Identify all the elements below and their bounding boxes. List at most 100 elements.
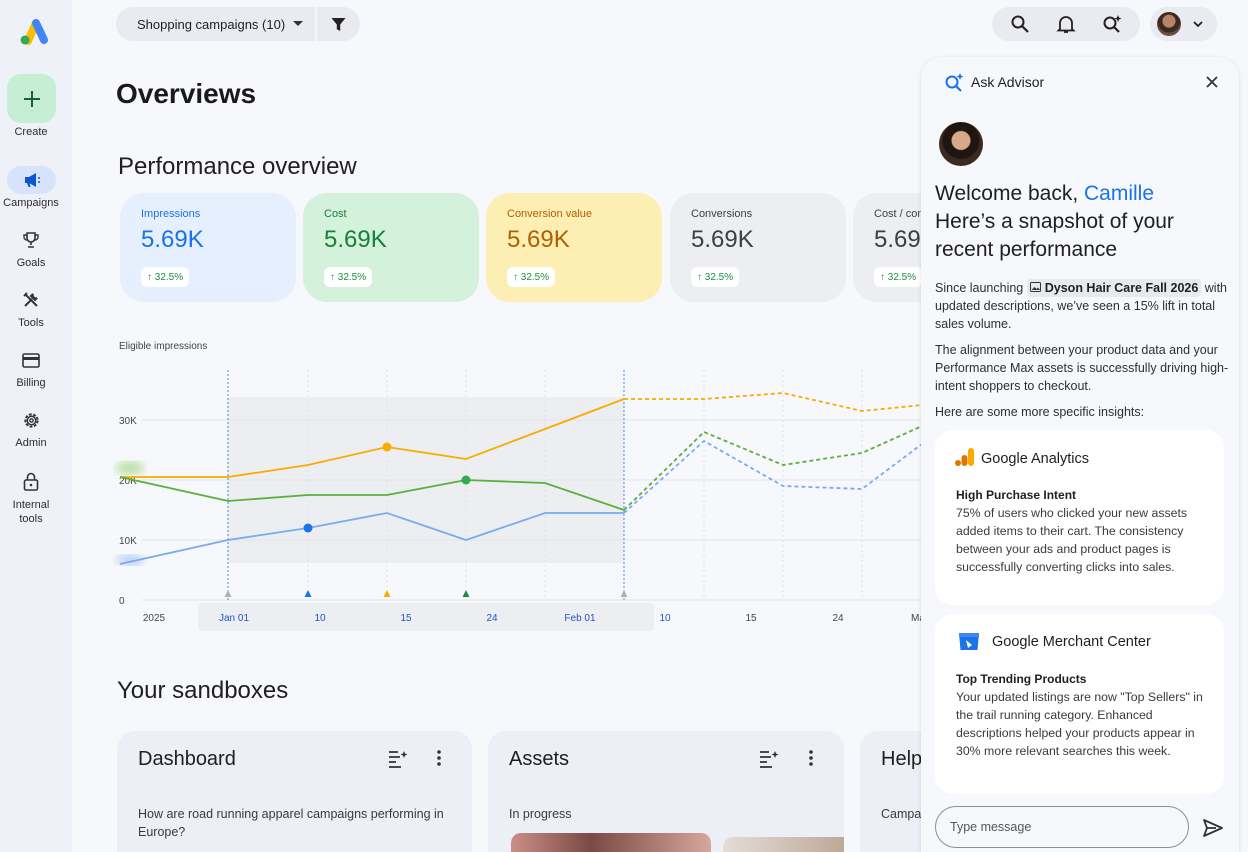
- x-tick-label: 10: [314, 613, 326, 624]
- google-analytics-logo-icon: [955, 448, 974, 466]
- sidebar-item-internal-tools[interactable]: Internal: [12, 499, 50, 511]
- advisor-title: Ask Advisor: [971, 74, 1045, 90]
- ai-search-icon[interactable]: [1102, 14, 1122, 34]
- metric-label: Conversions: [691, 208, 753, 220]
- x-tick-label: 24: [486, 613, 498, 624]
- metric-value: 5.69K: [324, 226, 387, 253]
- left-nav: Create Campaigns Goals Tools Billing: [0, 0, 72, 852]
- sidebar-item-admin[interactable]: Admin: [15, 437, 47, 449]
- page-title: Overviews: [116, 78, 257, 109]
- create-button[interactable]: [7, 74, 56, 123]
- more-vert-icon[interactable]: [809, 750, 813, 766]
- series-glow: [116, 462, 144, 474]
- metric-card-impressions[interactable]: Impressions 5.69K ↑ 32.5%: [120, 193, 296, 302]
- impressions-line-chart[interactable]: 30K 20K 10K 0 2025 Jan 01 10 15 24 Feb 01 10 15 24 Ma: [72, 355, 922, 635]
- series-line-projected: [623, 439, 922, 514]
- account-menu-button[interactable]: [1150, 7, 1217, 41]
- more-vert-icon[interactable]: [437, 750, 441, 766]
- sandbox-card-title: Assets: [509, 748, 570, 770]
- goals-nav-button[interactable]: [16, 228, 46, 252]
- admin-nav-button[interactable]: [16, 408, 46, 432]
- sidebar-item-billing[interactable]: Billing: [16, 377, 46, 389]
- advisor-paragraph-2: The alignment between your product data …: [935, 343, 1229, 393]
- sidebar-item-internal-tools-line2[interactable]: tools: [19, 513, 43, 525]
- billing-nav-button[interactable]: [16, 348, 46, 372]
- x-tick-label: 10: [659, 613, 671, 624]
- sidebar-item-campaigns[interactable]: Campaigns: [3, 197, 59, 209]
- lock-icon: [23, 472, 39, 491]
- y-tick-label: 20K: [119, 476, 137, 487]
- asset-thumbnail[interactable]: [723, 837, 844, 852]
- sandbox-card-dashboard[interactable]: Dashboard How are road running apparel c…: [117, 731, 472, 852]
- user-name: Camille: [1084, 182, 1155, 205]
- send-icon[interactable]: [1202, 817, 1224, 839]
- metric-value: 5.69: [874, 226, 921, 253]
- sidebar-item-tools[interactable]: Tools: [18, 317, 44, 329]
- campaign-name: Dyson Hair Care Fall 2026: [1044, 281, 1199, 295]
- metric-card-conversion-value[interactable]: Conversion value 5.69K ↑ 32.5%: [486, 193, 662, 302]
- metric-label: Conversion value: [507, 208, 592, 220]
- metric-delta-badge: ↑ 32.5%: [691, 267, 740, 287]
- campaign-filter-dropdown[interactable]: Shopping campaigns (10): [116, 7, 315, 41]
- series-line-solid: [119, 476, 625, 511]
- insight-body: Your updated listings are now "Top Selle…: [956, 690, 1203, 758]
- sidebar-item-goals[interactable]: Goals: [16, 257, 46, 269]
- event-marker: [620, 590, 628, 597]
- campaign-chip[interactable]: Dyson Hair Care Fall 2026: [1026, 279, 1202, 297]
- asset-thumbnail[interactable]: [511, 833, 711, 852]
- performance-overview-title: Performance overview: [118, 153, 357, 180]
- y-tick-label: 0: [119, 596, 125, 607]
- close-icon[interactable]: [1204, 74, 1220, 90]
- advisor-paragraph-1: Since launching Dyson Hair Care Fall 202…: [935, 279, 1231, 333]
- ai-notes-icon[interactable]: [388, 750, 408, 768]
- welcome-prefix: Welcome back,: [935, 182, 1079, 205]
- ai-notes-icon[interactable]: [759, 750, 779, 768]
- insight-heading: High Purchase Intent: [956, 488, 1077, 502]
- gear-icon: [23, 412, 39, 428]
- tools-icon: [23, 292, 38, 307]
- x-tick-label: 15: [745, 613, 757, 624]
- x-tick-label: Ma: [911, 613, 922, 624]
- insight-source: Google Merchant Center: [992, 634, 1151, 650]
- insight-card-google-analytics[interactable]: Google Analytics High Purchase Intent 75…: [935, 430, 1224, 605]
- data-point-highlight: [461, 475, 471, 485]
- filter-button[interactable]: [317, 7, 360, 41]
- metric-card-conversions[interactable]: Conversions 5.69K ↑ 32.5%: [670, 193, 846, 302]
- welcome-line2: Here’s a snapshot of your recent perform…: [935, 210, 1174, 261]
- plus-icon: [23, 90, 40, 107]
- sandbox-card-assets[interactable]: Assets In progress: [488, 731, 844, 852]
- metric-card-cost[interactable]: Cost 5.69K ↑ 32.5%: [303, 193, 479, 302]
- advisor-welcome-heading: Welcome back, Camille Here’s a snapshot …: [935, 180, 1235, 264]
- avatar: [1157, 12, 1181, 36]
- insight-body: 75% of users who clicked your new assets…: [956, 506, 1188, 574]
- google-ads-logo[interactable]: [18, 16, 50, 46]
- sandbox-card-title: Dashboard: [138, 748, 236, 770]
- advisor-sparkle-icon: [945, 73, 964, 92]
- bell-icon[interactable]: [1056, 14, 1076, 34]
- x-tick-label: 2025: [143, 613, 166, 624]
- data-point-highlight: [303, 523, 313, 533]
- x-tick-label: Jan 01: [219, 613, 249, 624]
- chart-title: Eligible impressions: [119, 341, 208, 352]
- x-tick-label: 15: [400, 613, 412, 624]
- create-label: Create: [14, 126, 48, 138]
- tools-nav-button[interactable]: [16, 288, 46, 312]
- insight-source: Google Analytics: [981, 451, 1090, 467]
- insight-card-google-merchant-center[interactable]: Google Merchant Center Top Trending Prod…: [935, 614, 1224, 794]
- series-line-projected: [623, 425, 922, 511]
- trophy-icon: [23, 232, 39, 248]
- message-input[interactable]: [935, 806, 1189, 848]
- merchant-center-logo-icon: [959, 633, 979, 650]
- sandbox-card-title: Help: [881, 748, 923, 770]
- internal-tools-nav-button[interactable]: [16, 469, 46, 493]
- top-actions-group: [992, 7, 1140, 41]
- ask-advisor-panel: Ask Advisor Welcome back, Camille Here’s…: [921, 57, 1239, 852]
- event-marker: [224, 590, 232, 597]
- campaigns-nav-button[interactable]: [7, 166, 56, 194]
- event-marker: [462, 590, 470, 597]
- para1-after: with updated descriptions, we’ve seen a …: [935, 281, 1228, 331]
- data-point-highlight: [382, 442, 392, 452]
- campaign-image-icon: [1029, 282, 1041, 292]
- caret-down-icon: [293, 21, 303, 26]
- search-icon[interactable]: [1010, 14, 1030, 34]
